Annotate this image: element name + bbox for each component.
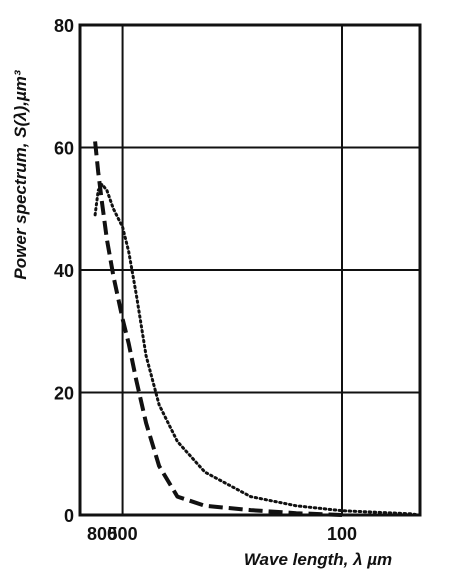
y-tick-label-60: 60 [54, 139, 74, 159]
y-axis-title: Power spectrum, S(λ),µm³ [11, 69, 30, 279]
grid-lines [80, 25, 420, 515]
y-tick-label-20: 20 [54, 384, 74, 404]
y-tick-label-0: 0 [64, 506, 74, 526]
x-tick-label-100: 100 [327, 524, 357, 544]
x-tick-label-500: 500 [108, 524, 138, 544]
series-dotted-line [93, 182, 422, 517]
y-tick-label-40: 40 [54, 261, 74, 281]
x-tick-label-800: 800 [87, 524, 117, 544]
series-dashed-line [93, 141, 343, 517]
y-tick-label-80: 80 [54, 16, 74, 36]
plot-frame [78, 23, 422, 517]
tick-labels: 02040608080050010050 [54, 16, 357, 544]
series-layer [93, 141, 422, 517]
x-axis-title: Wave length, λ µm [244, 550, 392, 569]
